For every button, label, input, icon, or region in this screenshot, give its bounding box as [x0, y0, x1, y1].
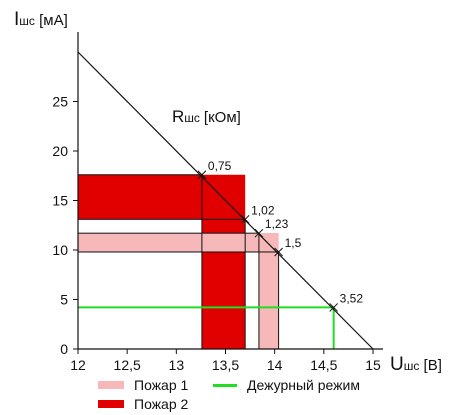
x-tick-label: 12: [70, 357, 86, 373]
y-tick-label: 0: [60, 341, 68, 357]
resistance-marker: [240, 214, 250, 224]
region-fire-2-0: [78, 174, 202, 220]
resistance-axis-label: Rшс [кОм]: [172, 107, 241, 126]
x-axis-label: Uшс [В]: [390, 354, 442, 375]
legend-swatch-standby: [213, 383, 237, 387]
x-tick-label: 14: [267, 357, 283, 373]
resistance-label: 1,23: [265, 217, 289, 231]
y-axis-label: Iшс [мА]: [14, 9, 68, 30]
region-fire-1-2: [78, 233, 279, 252]
resistance-label: 0,75: [208, 159, 232, 173]
resistance-label: 1,5: [285, 236, 302, 250]
legend-label-fire-1: Пожар 1: [134, 377, 189, 393]
resistance-label: 3,52: [340, 291, 364, 305]
x-tick-label: 15: [365, 357, 381, 373]
resistance-label: 1,02: [251, 203, 275, 217]
legend-item-fire-2: Пожар 2: [98, 396, 188, 412]
region-fire-2-1: [201, 174, 246, 349]
region-fire-1-3: [258, 233, 279, 349]
x-tick-label: 12,5: [114, 357, 141, 373]
legend-item-fire-1: Пожар 1: [98, 377, 188, 393]
x-tick-label: 13,5: [212, 357, 239, 373]
legend-label-fire-2: Пожар 2: [134, 396, 189, 412]
boundary-1-5: [77, 251, 280, 350]
legend-item-standby: Дежурный режим: [213, 377, 360, 393]
y-tick-label: 25: [52, 94, 68, 110]
x-tick-label: 14,5: [310, 357, 337, 373]
legend-swatch-fire-1: [98, 381, 124, 389]
x-tick-label: 13: [169, 357, 185, 373]
resistance-marker: [274, 247, 283, 257]
legend-swatch-fire-2: [98, 400, 124, 408]
y-tick-label: 15: [52, 193, 68, 209]
y-tick-label: 10: [52, 242, 68, 258]
resistance-marker: [254, 228, 264, 238]
legend-label-standby: Дежурный режим: [247, 377, 360, 393]
resistance-marker: [329, 303, 339, 312]
y-tick-label: 20: [52, 143, 68, 159]
y-tick-label: 5: [60, 292, 68, 308]
load-line: [77, 51, 374, 350]
resistance-marker: [197, 170, 207, 180]
